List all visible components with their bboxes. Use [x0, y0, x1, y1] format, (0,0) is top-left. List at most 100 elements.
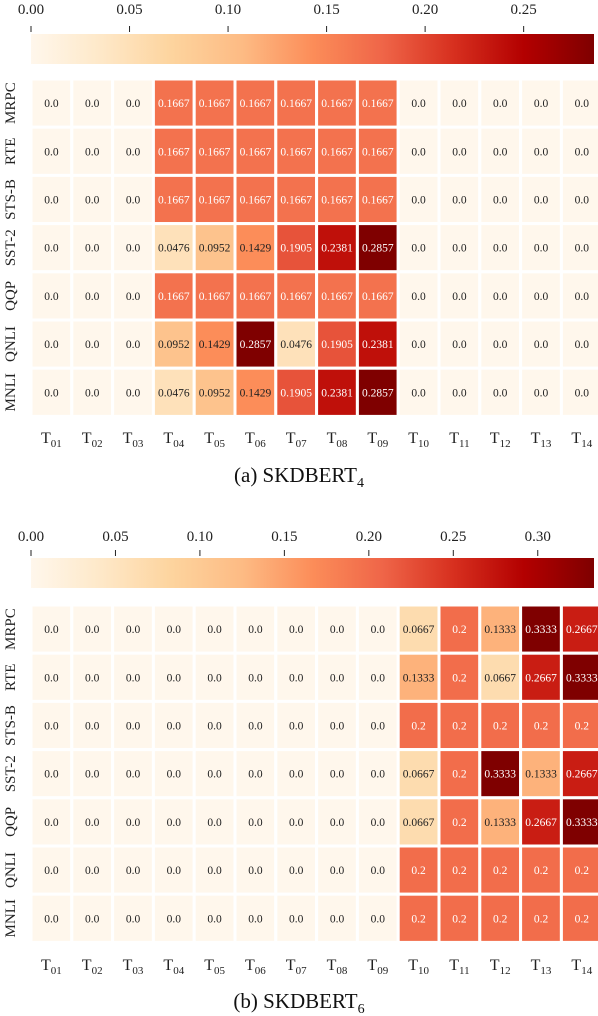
cell-value-label: 0.0	[167, 769, 182, 781]
cell-value-label: 0.3333	[484, 769, 516, 781]
heatmap-cell	[274, 892, 319, 944]
colorbar-tick-label: 0.10	[187, 529, 213, 545]
heatmap-cell	[70, 844, 115, 896]
cell-value-label: 0.1667	[240, 291, 272, 303]
cell-value-label: 0.1667	[280, 146, 312, 158]
column-label: T09	[367, 957, 388, 977]
cell-value-label: 0.0	[411, 195, 426, 207]
row-label: MNLI	[3, 373, 19, 411]
cell-value-label: 0.0	[85, 817, 100, 829]
cell-value-label: 0.0	[411, 243, 426, 255]
cell-value-label: 0.1667	[158, 146, 190, 158]
cell-value-label: 0.0667	[403, 817, 435, 829]
cell-value-label: 0.0	[534, 146, 549, 158]
column-label: T07	[286, 430, 307, 450]
cell-value-label: 0.2	[452, 817, 467, 829]
column-label: T12	[490, 957, 511, 977]
cell-value-label: 0.0	[85, 291, 100, 303]
colorbar-tick-label: 0.05	[102, 529, 128, 545]
cell-value-label: 0.0	[85, 624, 100, 636]
heatmap-cell	[233, 844, 278, 896]
cell-value-label: 0.0	[330, 913, 345, 925]
row-label: RTE	[3, 138, 19, 165]
cell-value-label: 0.1429	[240, 387, 272, 399]
colorbar-tick-label: 0.05	[116, 2, 142, 18]
heatmap-cell	[315, 318, 359, 370]
column-label: T08	[327, 430, 348, 450]
cell-value-label: 0.1667	[362, 146, 394, 158]
cell-value-label: 0.0	[371, 769, 386, 781]
heatmap-cell	[559, 603, 598, 655]
cell-value-label: 0.0	[44, 339, 59, 351]
cell-value-label: 0.2	[575, 721, 590, 733]
column-label: T04	[163, 430, 184, 450]
row-label: QNLI	[3, 326, 19, 362]
cell-value-label: 0.2	[575, 913, 590, 925]
cell-value-label: 0.0	[126, 243, 141, 255]
heatmap-cell	[70, 651, 115, 703]
column-label: T08	[327, 957, 348, 977]
cell-value-label: 0.0	[371, 672, 386, 684]
cell-value-label: 0.0	[493, 291, 508, 303]
colorbar-tick-label: 0.25	[511, 2, 537, 18]
column-label: T02	[82, 957, 103, 977]
cell-value-label: 0.2	[534, 865, 549, 877]
cell-value-label: 0.1905	[280, 243, 312, 255]
cell-value-label: 0.0	[126, 624, 141, 636]
cell-value-label: 0.3333	[525, 624, 557, 636]
row-label: SST-2	[3, 755, 19, 792]
cell-value-label: 0.1667	[199, 98, 231, 110]
cell-value-label: 0.1667	[199, 146, 231, 158]
heatmap-panel-a: 0.00 0.05 0.10 0.15 0.20 0.25 0.0 0.0 0.0 0.1667 0…	[3, 2, 598, 491]
cell-value-label: 0.0	[411, 291, 426, 303]
colorbar-tick-label: 0.15	[313, 2, 339, 18]
heatmap-cell	[396, 748, 441, 800]
colorbar-tick-label: 0.25	[440, 529, 466, 545]
heatmap-cell	[355, 173, 400, 226]
heatmap-cell	[233, 77, 278, 129]
heatmap-cell	[192, 125, 237, 177]
heatmap-cell	[274, 222, 319, 274]
cell-value-label: 0.0667	[403, 769, 435, 781]
cell-value-label: 0.0	[44, 195, 59, 207]
cell-value-label: 0.0	[575, 98, 590, 110]
cell-value-label: 0.0	[207, 913, 222, 925]
cell-value-label: 0.0	[493, 387, 508, 399]
cell-value-label: 0.1667	[158, 98, 190, 110]
heatmap-cell	[192, 222, 237, 274]
cell-value-label: 0.1333	[525, 769, 557, 781]
cell-value-label: 0.1667	[199, 195, 231, 207]
cell-value-label: 0.0	[493, 339, 508, 351]
cell-value-label: 0.0	[207, 672, 222, 684]
cell-value-label: 0.0	[207, 721, 222, 733]
cell-value-label: 0.0	[44, 769, 59, 781]
cell-value-label: 0.0	[44, 817, 59, 829]
cell-value-label: 0.0	[411, 339, 426, 351]
heatmap-cell	[29, 173, 74, 226]
cell-value-label: 0.0	[493, 195, 508, 207]
heatmap-cell	[315, 651, 359, 703]
cell-value-label: 0.2	[575, 865, 590, 877]
cell-value-label: 0.0	[126, 387, 141, 399]
cell-value-label: 0.0	[575, 243, 590, 255]
cell-value-label: 0.1429	[240, 243, 272, 255]
heatmap-cell	[437, 844, 482, 896]
cell-value-label: 0.0	[371, 624, 386, 636]
heatmap-cell	[437, 748, 482, 800]
cell-value-label: 0.0	[330, 817, 345, 829]
heatmap-cell	[437, 366, 482, 418]
heatmap-cell	[233, 748, 278, 800]
column-label: T07	[286, 957, 307, 977]
cell-value-label: 0.2667	[566, 624, 598, 636]
cell-value-label: 0.0	[44, 98, 59, 110]
cell-value-label: 0.1667	[280, 291, 312, 303]
heatmap-cell	[70, 125, 115, 177]
heatmap-cell	[70, 603, 115, 655]
cell-value-label: 0.2381	[321, 243, 353, 255]
cell-value-label: 0.0	[44, 146, 59, 158]
cell-value-label: 0.0	[452, 195, 467, 207]
heatmap-cell	[315, 77, 359, 129]
heatmap-cell	[559, 892, 598, 944]
row-label: MNLI	[3, 899, 19, 937]
colorbar-tick-label: 0.20	[356, 529, 382, 545]
